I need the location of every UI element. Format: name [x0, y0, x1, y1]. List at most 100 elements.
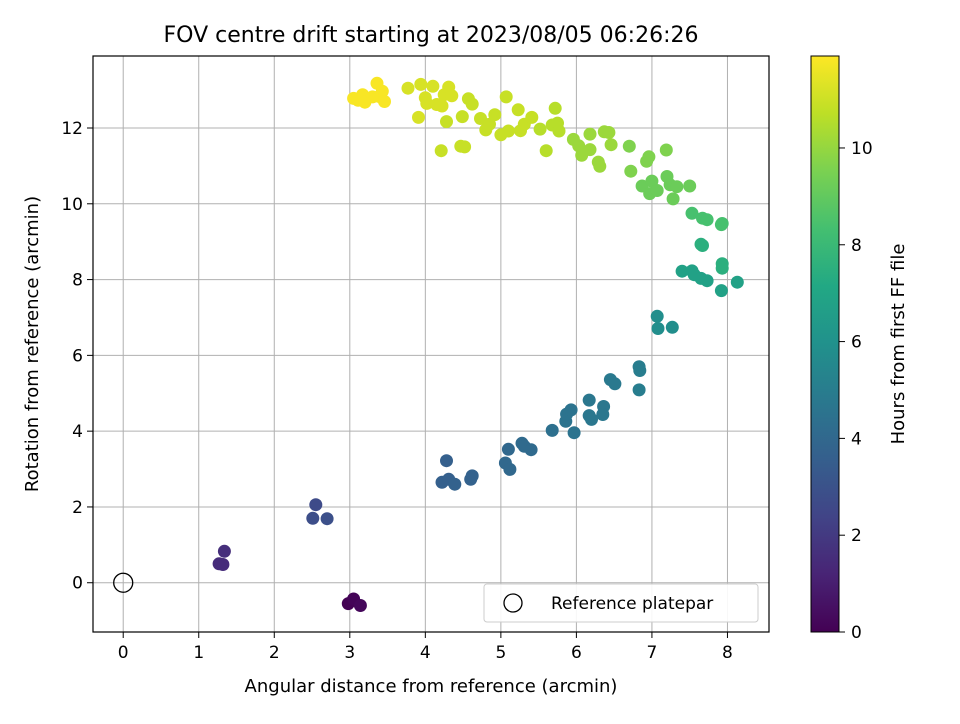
data-point	[353, 599, 367, 612]
data-point	[524, 443, 538, 457]
data-point	[700, 274, 714, 288]
x-tick-label: 1	[193, 643, 204, 663]
colorbar-tick-label: 8	[851, 236, 862, 256]
plot-frame	[92, 55, 770, 633]
x-tick-label: 0	[118, 643, 129, 663]
legend: Reference platepar	[483, 583, 759, 623]
colorbar-tick-label: 6	[851, 333, 862, 353]
data-point	[596, 408, 610, 421]
y-tick-label: 2	[72, 498, 83, 518]
data-point	[608, 377, 622, 391]
data-point	[426, 79, 440, 93]
y-tick-label: 0	[72, 574, 83, 594]
data-point	[685, 206, 699, 220]
data-point	[414, 77, 428, 91]
data-point	[320, 512, 334, 526]
data-point	[435, 99, 449, 113]
data-point	[602, 126, 616, 139]
data-point	[715, 217, 729, 230]
y-axis-label: Rotation from reference (arcmin)	[22, 196, 43, 492]
data-point	[730, 275, 744, 289]
data-point	[458, 140, 472, 154]
x-axis-label: Angular distance from reference (arcmin)	[245, 676, 618, 697]
data-point	[533, 122, 547, 136]
x-axis-ticks: 0 1 2 3 4 5 6 7 8	[118, 632, 733, 663]
data-point	[448, 477, 462, 491]
y-tick-label: 10	[61, 195, 83, 215]
data-point	[217, 544, 231, 558]
reference-marker	[113, 572, 134, 593]
x-tick-label: 5	[495, 643, 506, 663]
colorbar-ticks: 0 2 4 6 8 10	[839, 139, 873, 643]
x-tick-label: 2	[269, 643, 280, 663]
data-point	[525, 110, 539, 124]
data-point	[366, 90, 379, 104]
chart-title: FOV centre drift starting at 2023/08/05 …	[164, 23, 699, 48]
reference-point	[113, 572, 134, 593]
data-point	[455, 110, 469, 124]
data-point	[539, 144, 553, 158]
data-point	[375, 84, 389, 98]
data-point	[378, 95, 391, 108]
data-point	[642, 150, 656, 164]
data-point	[412, 110, 425, 124]
data-point	[696, 239, 709, 252]
colorbar-tick-label: 10	[851, 139, 873, 159]
data-point	[499, 90, 513, 104]
legend-box	[483, 583, 759, 623]
data-point	[545, 423, 559, 437]
data-point	[583, 143, 597, 157]
colorbar-label: Hours from first FF file	[888, 244, 909, 445]
data-point	[604, 138, 618, 152]
data-point	[665, 320, 679, 334]
colorbar-tick-label: 2	[851, 526, 862, 546]
y-tick-label: 4	[72, 422, 83, 442]
x-tick-label: 8	[722, 643, 733, 663]
data-point	[650, 184, 664, 197]
x-tick-label: 4	[420, 643, 431, 663]
data-point	[564, 403, 578, 417]
x-tick-label: 7	[647, 643, 658, 663]
data-point	[622, 139, 636, 153]
data-point	[434, 144, 448, 158]
data-points	[212, 76, 744, 612]
data-point	[582, 393, 596, 407]
data-point	[632, 383, 646, 397]
y-tick-label: 8	[72, 271, 83, 291]
data-point	[675, 264, 689, 278]
data-point	[552, 124, 566, 138]
data-point	[501, 124, 515, 138]
colorbar	[810, 55, 840, 633]
data-point	[503, 462, 517, 476]
data-point	[501, 442, 515, 456]
data-point	[548, 101, 562, 115]
x-tick-label: 6	[571, 643, 582, 663]
y-tick-label: 12	[61, 119, 83, 139]
legend-label: Reference platepar	[551, 594, 713, 614]
data-point	[700, 213, 714, 227]
data-point	[651, 322, 665, 335]
y-axis-ticks: 0 2 4 6 8 10 12	[61, 119, 93, 594]
data-point	[465, 97, 479, 111]
data-point	[714, 284, 728, 298]
data-point	[666, 192, 680, 206]
data-point	[633, 364, 647, 377]
data-point	[593, 159, 607, 173]
data-point	[440, 454, 453, 468]
data-point	[445, 89, 459, 103]
data-point	[465, 469, 479, 483]
x-tick-label: 3	[344, 643, 355, 663]
data-point	[624, 164, 638, 178]
y-tick-label: 6	[72, 346, 83, 366]
grid-lines	[93, 56, 769, 632]
data-point	[216, 558, 230, 571]
colorbar-tick-label: 4	[851, 429, 862, 449]
data-point	[483, 117, 496, 131]
data-point	[659, 143, 673, 157]
data-point	[488, 108, 502, 122]
data-point	[650, 309, 664, 323]
colorbar-tick-label: 0	[851, 623, 862, 643]
data-point	[567, 426, 581, 440]
data-point	[715, 261, 729, 275]
